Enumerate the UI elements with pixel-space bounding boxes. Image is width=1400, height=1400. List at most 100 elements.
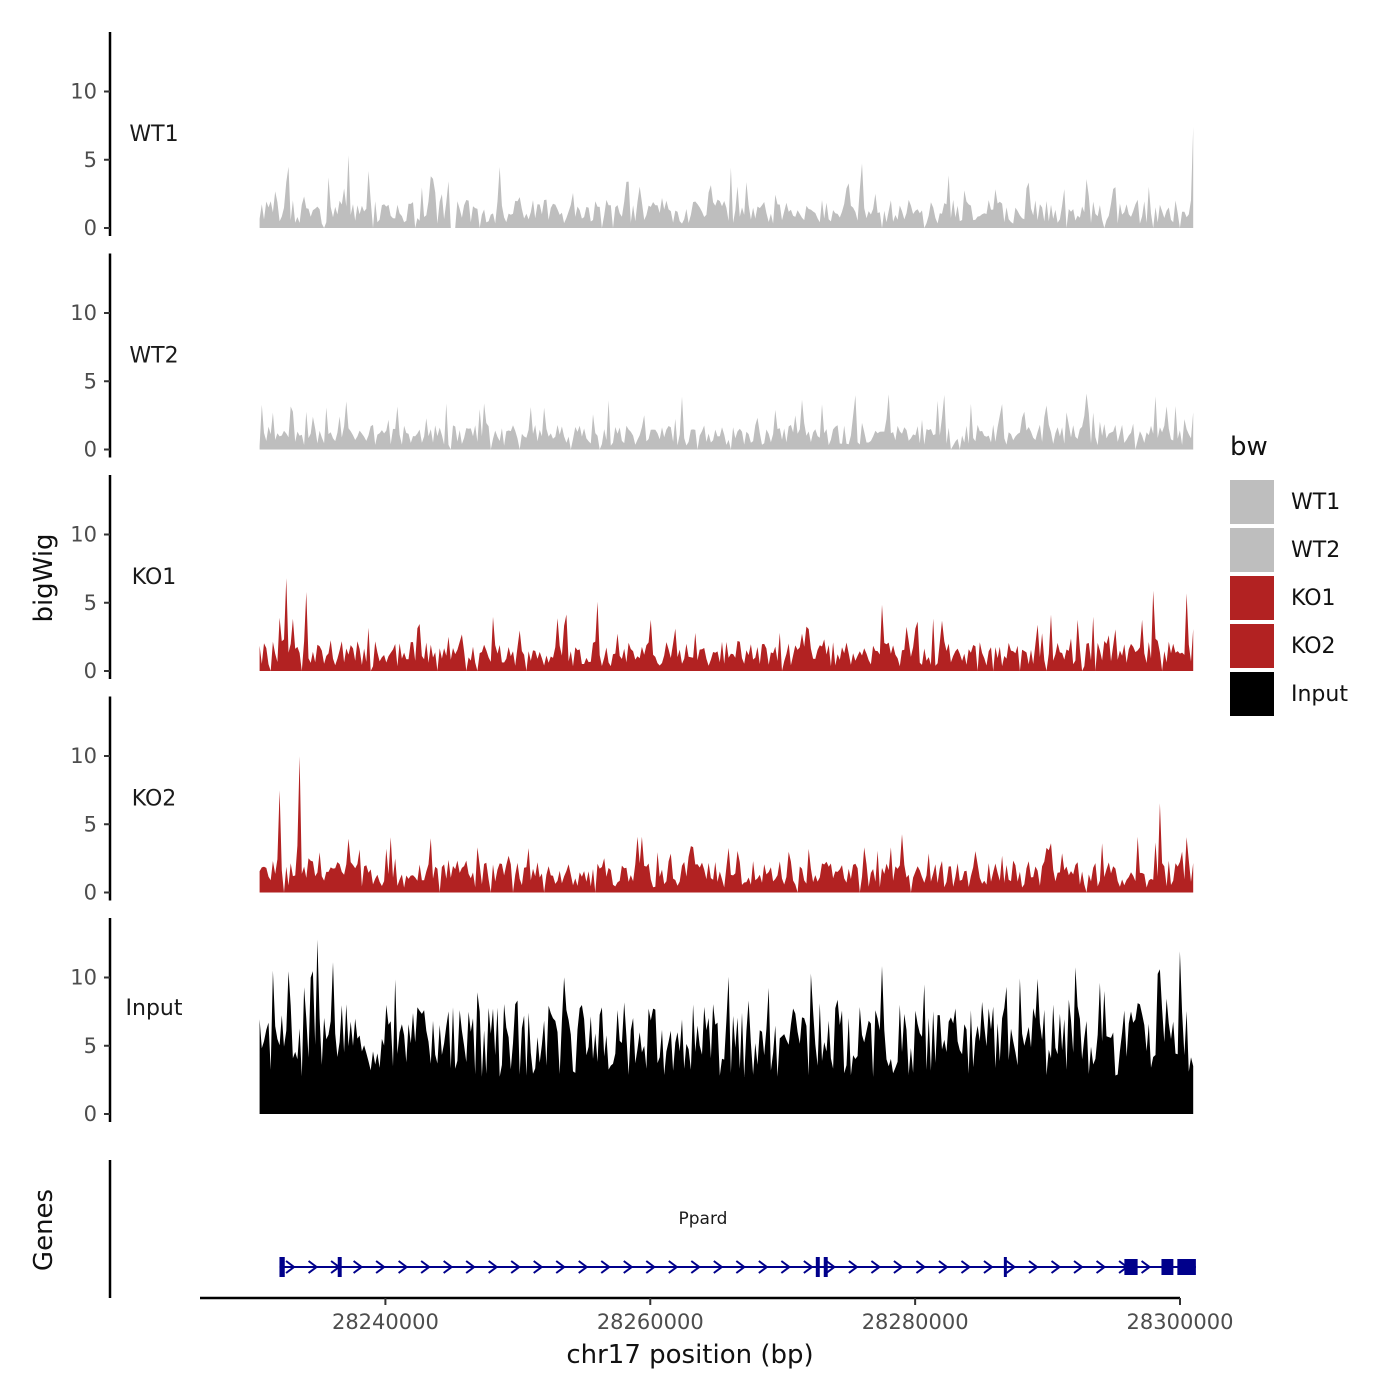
legend: bw WT1 WT2 KO1 KO2 Input [1230,432,1390,718]
strand-arrow [420,1260,431,1274]
strand-arrow [690,1260,701,1274]
y-tick-label: 10 [70,744,97,768]
legend-item-wt2: WT2 [1230,526,1390,574]
exon-block [337,1257,342,1277]
x-tick-label: 28280000 [862,1310,969,1334]
y-tick-label: 10 [70,966,97,990]
y-tick-label: 5 [84,369,97,393]
legend-item-wt1: WT1 [1230,478,1390,526]
strand-arrow [825,1260,837,1274]
strand-arrow [443,1260,454,1274]
track-ko1: 0 5 10 KO1 [70,475,1194,683]
strand-arrow [758,1260,769,1274]
track-label: Input [126,996,183,1021]
gene-name-label: Ppard [679,1209,728,1229]
legend-label: KO1 [1291,585,1336,611]
y-tick-label: 10 [70,80,97,104]
legend-swatch [1230,576,1274,620]
legend-swatch [1230,528,1274,572]
strand-arrow [1073,1260,1084,1274]
x-axis: 28240000 28260000 28280000 28300000 [200,1296,1234,1334]
strand-arrow [1095,1260,1107,1274]
strand-arrow [623,1260,634,1274]
coverage-area [259,756,1194,893]
x-axis-title: chr17 position (bp) [566,1340,813,1370]
exon-block [279,1257,285,1277]
track-label: KO2 [132,787,177,812]
legend-label: WT2 [1291,537,1341,563]
y-tick-label: 0 [84,438,97,462]
strand-arrow [1050,1260,1062,1274]
strand-arrow [735,1260,746,1274]
strand-arrow [668,1260,679,1274]
strand-arrow [780,1260,792,1274]
strand-arrow [938,1260,949,1274]
legend-label: WT1 [1291,489,1341,515]
coverage-area [259,127,1194,228]
legend-swatch [1230,624,1274,668]
track-label: KO1 [132,565,177,590]
track-label: WT2 [129,344,178,369]
track-wt2: 0 5 10 WT2 [70,253,1194,462]
strand-arrow [803,1260,814,1274]
strand-arrow [870,1260,882,1274]
strand-arrow [893,1260,904,1274]
gene-track: Ppard [108,1160,1196,1298]
exon-block [1161,1259,1174,1275]
x-tick-label: 28260000 [597,1310,704,1334]
strand-arrow [645,1260,656,1274]
y-tick-label: 0 [84,881,97,905]
strand-arrow [848,1260,859,1274]
legend-item-ko1: KO1 [1230,574,1390,622]
gene-track-title: Genes [29,1189,59,1271]
coverage-area [259,393,1194,450]
y-tick-label: 10 [70,523,97,547]
coverage-area [259,578,1194,671]
y-tick-label: 0 [84,216,97,240]
legend-swatch [1230,480,1274,524]
strand-arrow [1005,1260,1017,1274]
x-tick-label: 28240000 [332,1310,439,1334]
track-wt1: 0 5 10 WT1 [70,32,1194,240]
legend-label: Input [1291,681,1348,707]
strand-arrow [915,1260,927,1274]
strand-arrow [1140,1260,1152,1274]
x-tick-label: 28300000 [1127,1310,1234,1334]
coverage-area [259,939,1194,1114]
strand-arrow [398,1260,409,1274]
y-tick-label: 5 [84,591,97,615]
strand-arrow [533,1260,544,1274]
y-tick-label: 5 [84,148,97,172]
strand-arrow [375,1260,386,1274]
legend-title: bw [1230,432,1268,462]
legend-items: WT1 WT2 KO1 KO2 Input [1230,478,1390,718]
strand-arrow [578,1260,589,1274]
coverage-tracks: 0 5 10 WT1 0 5 10 WT2 0 5 10 KO1 0 5 10 KO2 0 5 10 Input [70,32,1194,1126]
y-axis-title: bigWig [29,533,59,622]
exon-block [1177,1259,1196,1275]
strand-arrow [285,1260,296,1274]
strand-arrow [1028,1260,1039,1274]
legend-label: KO2 [1291,633,1336,659]
exon-block [1124,1259,1138,1275]
strand-arrow [713,1260,724,1274]
strand-arrow [983,1260,994,1274]
exon-block [815,1257,820,1277]
track-input: 0 5 10 Input [70,918,1194,1126]
strand-arrow [465,1260,476,1274]
exon-block [823,1257,828,1277]
track-label: WT1 [129,122,178,147]
strand-arrow [600,1260,611,1274]
strand-arrow [307,1260,319,1274]
y-tick-label: 5 [84,812,97,836]
legend-swatch [1230,672,1274,716]
legend-item-input: Input [1230,670,1390,718]
strand-arrow [488,1260,499,1274]
track-ko2: 0 5 10 KO2 [70,696,1194,905]
strand-arrow [510,1260,521,1274]
y-tick-label: 5 [84,1034,97,1058]
y-tick-label: 0 [84,659,97,683]
strand-arrow [960,1260,972,1274]
legend-item-ko2: KO2 [1230,622,1390,670]
